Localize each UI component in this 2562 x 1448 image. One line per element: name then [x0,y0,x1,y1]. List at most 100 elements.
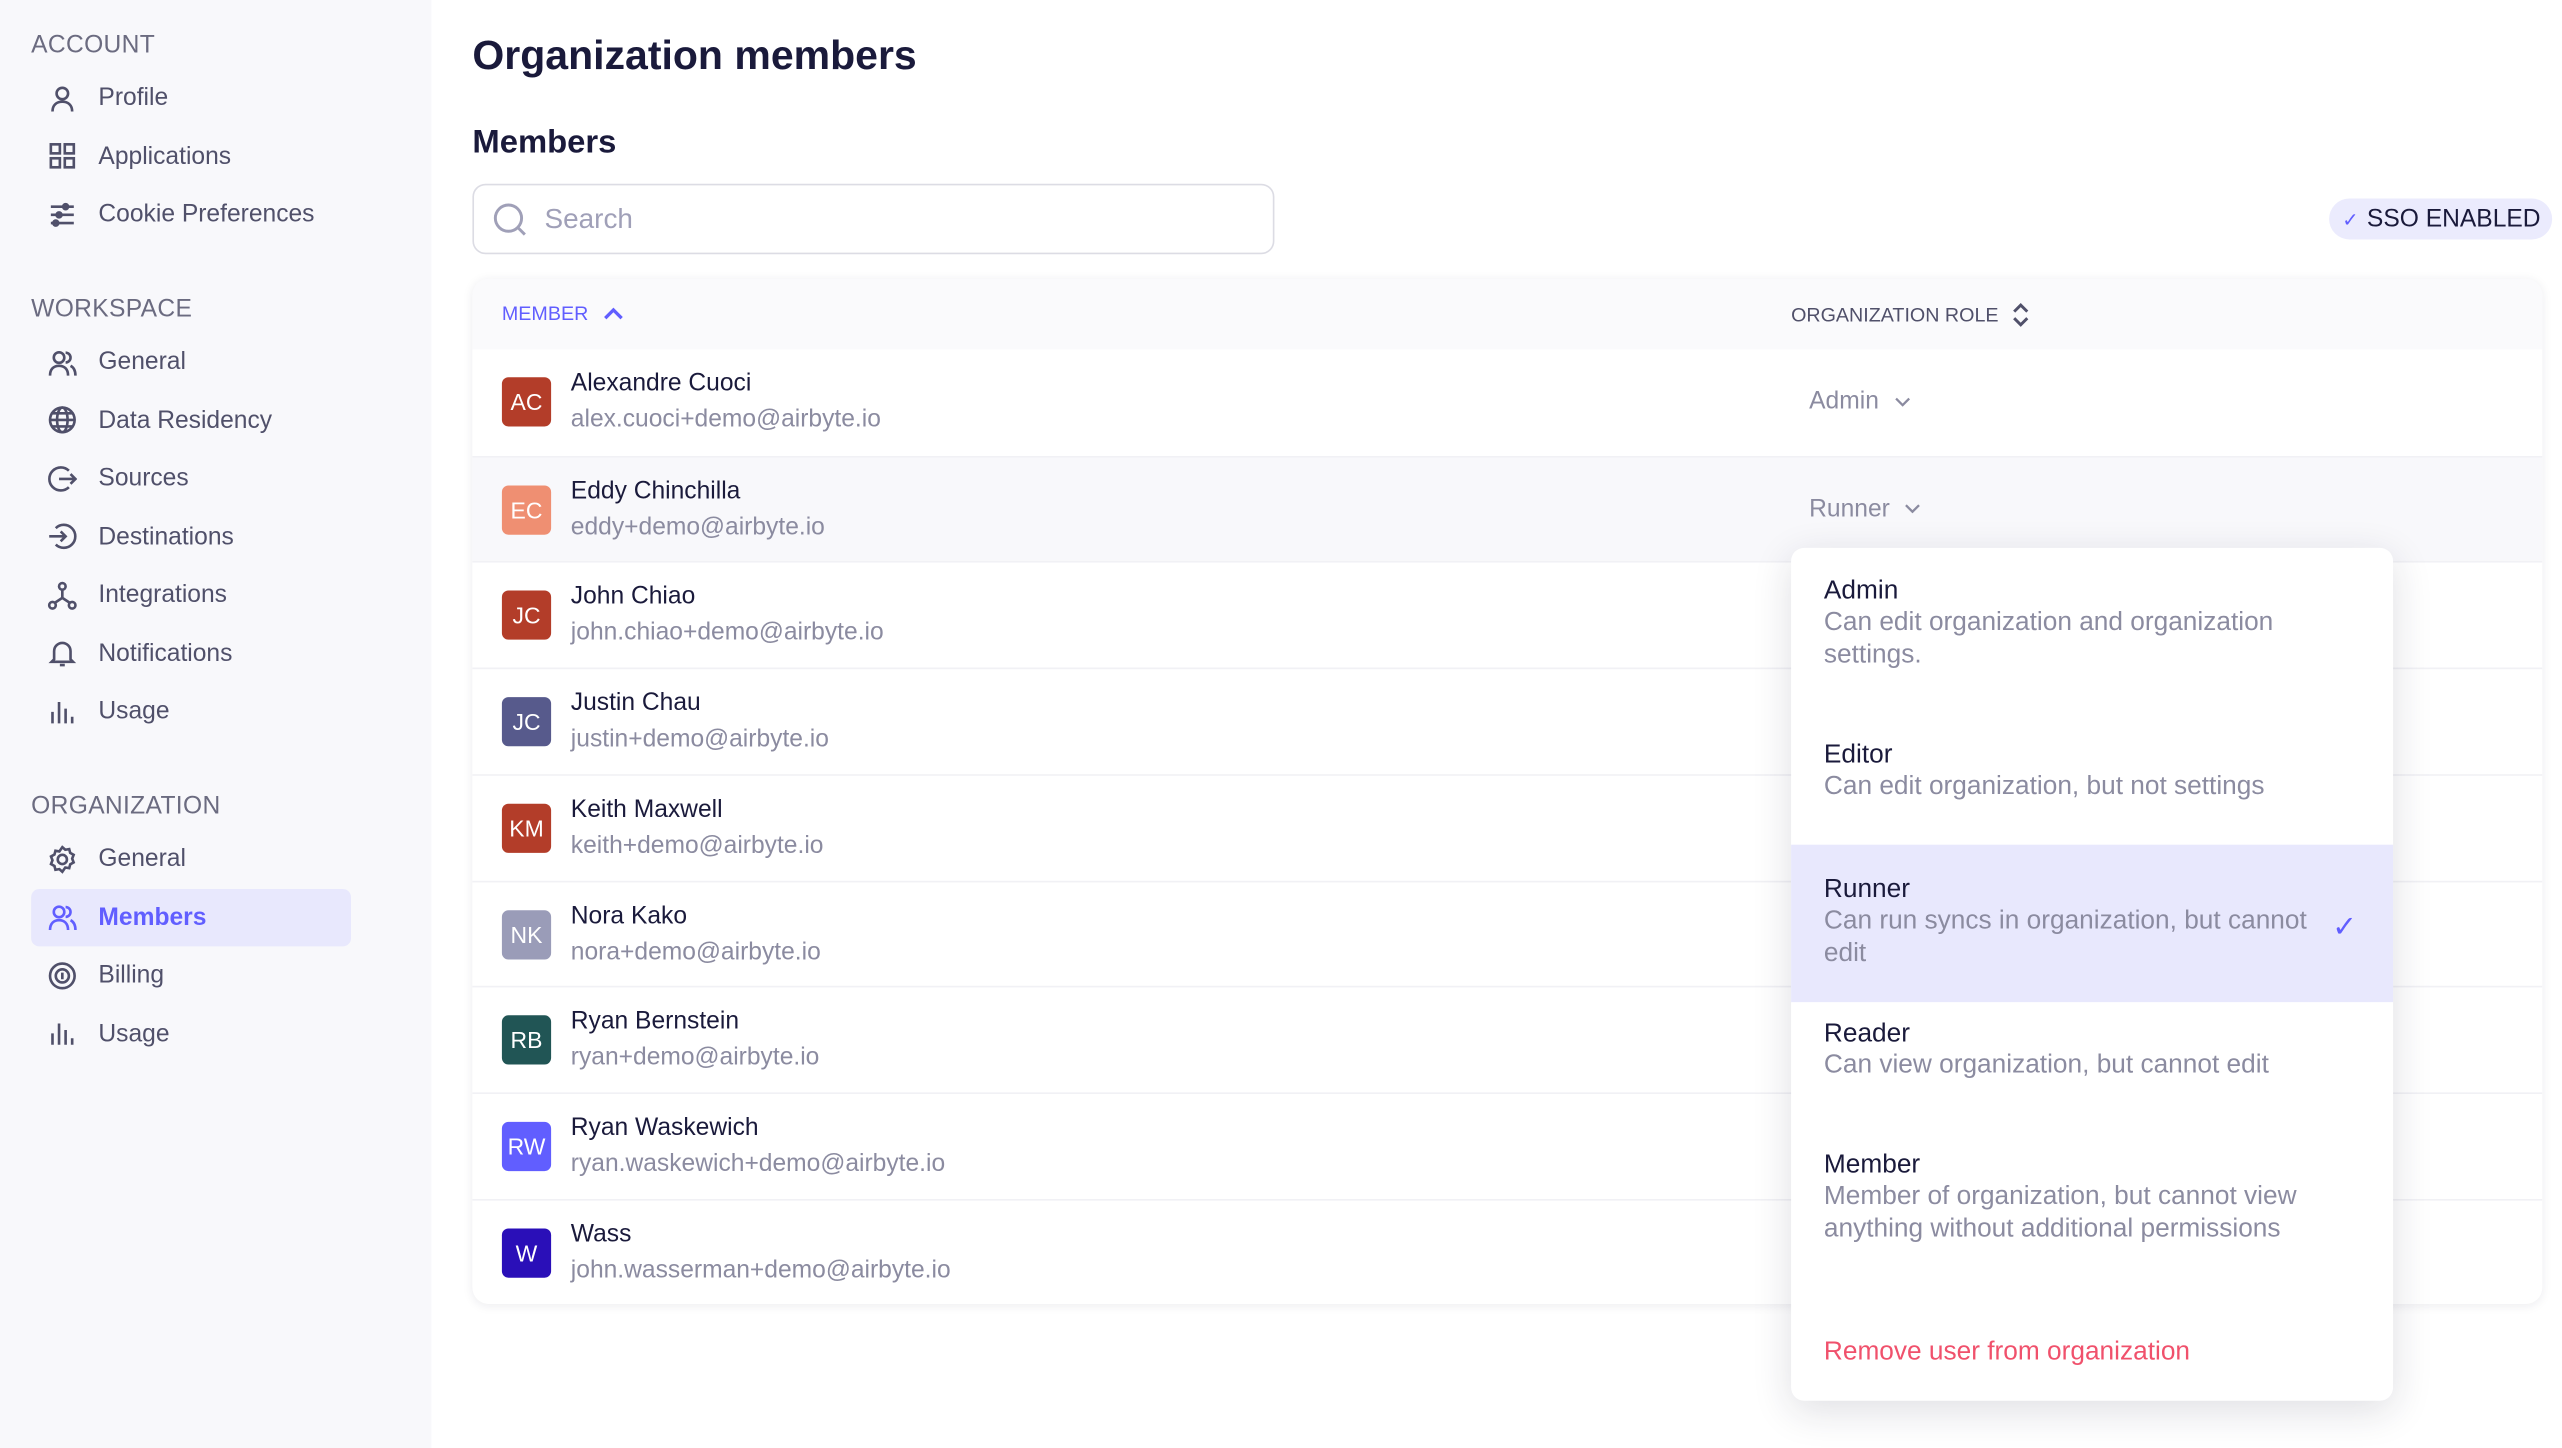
chevron-down-icon [1905,504,1921,514]
member-name: Keith Maxwell [570,795,723,824]
sidebar-section-workspace: WORKSPACE [31,295,193,324]
sidebar-item-account-applications[interactable]: Applications [31,127,351,184]
avatar: AC [501,377,552,427]
chevron-up-icon [603,307,623,320]
role-option-description: Can edit organization and organization s… [1823,608,2274,669]
sidebar-item-workspace-destinations[interactable]: Destinations [31,508,351,565]
sidebar-item-organization-general[interactable]: General [31,830,351,887]
role-option-editor[interactable]: Editor Can edit organization, but not set… [1791,741,2393,843]
sidebar-item-workspace-integrations[interactable]: Integrations [31,566,351,623]
table-row: EC Eddy Chinchilla eddy+demo@airbyte.io R… [472,455,2543,562]
sidebar-item-label: Members [98,902,207,931]
sidebar-item-label: Cookie Preferences [98,200,315,228]
sidebar-item-workspace-usage[interactable]: Usage [31,682,351,739]
bell-icon [48,638,78,668]
avatar: NK [501,909,552,959]
member-name: Ryan Waskewich [570,1113,759,1142]
check-icon: ✓ [2342,207,2359,231]
sidebar-item-organization-billing[interactable]: Billing [31,946,351,1003]
sidebar-item-label: General [98,347,186,376]
avatar: JC [501,591,552,641]
role-value: Runner [1809,494,1890,523]
sidebar-item-organization-usage[interactable]: Usage [31,1005,351,1062]
member-email: john.wasserman+demo@airbyte.io [570,1255,951,1284]
member-email: nora+demo@airbyte.io [570,937,821,966]
role-option-name: Member [1823,1151,1921,1180]
table-row: AC Alexandre Cuoci alex.cuoci+demo@airby… [472,349,2542,455]
bar-chart-icon [48,696,78,726]
sliders-icon [48,199,78,229]
role-option-name: Reader [1823,1020,1910,1049]
avatar: W [501,1227,552,1278]
users-icon [48,902,78,932]
sort-icon [2013,302,2030,327]
avatar: KM [501,803,552,853]
role-option-description: Member of organization, but cannot view … [1823,1182,2297,1243]
grid-icon [48,141,78,171]
sidebar: ACCOUNT Profile Applications Cookie Prefere… [0,0,432,1448]
user-icon [48,83,78,113]
sidebar-section-organization: ORGANIZATION [31,792,221,821]
sidebar-item-label: Billing [98,961,165,990]
member-email: john.chiao+demo@airbyte.io [570,618,884,647]
sidebar-item-label: General [98,844,186,873]
sort-by-role[interactable]: ORGANIZATION ROLE [1791,302,2030,328]
users-icon [48,347,78,377]
member-name: Eddy Chinchilla [570,476,741,505]
column-header-member: MEMBER [501,301,589,325]
role-option-description: Can edit organization, but not settings [1823,772,2265,801]
table-row: RW Ryan Waskewich ryan.waskewich+demo@ai… [472,1092,2543,1198]
role-dropdown-menu: Member Member of organization, but cannot… [1791,547,2394,1401]
sidebar-section-account: ACCOUNT [31,31,156,60]
member-email: justin+demo@airbyte.io [570,725,829,754]
sidebar-item-workspace-sources[interactable]: Sources [31,449,351,506]
member-name: John Chiao [570,582,696,611]
chevron-down-icon [1894,396,1910,406]
sidebar-item-organization-members[interactable]: Members [31,888,352,946]
checkmark-icon: ✓ [2332,910,2357,944]
member-name: Ryan Bernstein [570,1007,740,1036]
member-email: ryan+demo@airbyte.io [570,1043,820,1072]
search-input[interactable] [544,202,1201,236]
member-name: Justin Chau [570,689,701,717]
role-select[interactable]: Admin [1809,387,1910,415]
destination-icon [48,522,78,552]
member-email: alex.cuoci+demo@airbyte.io [570,405,881,434]
sidebar-item-account-profile[interactable]: Profile [31,69,351,126]
table-row: JC John Chiao john.chiao+demo@airbyte.io [472,561,2543,668]
sidebar-item-label: Destinations [98,522,234,551]
role-option-member[interactable]: Member Member of organization, but cannot… [1791,1151,2393,1299]
globe-icon [48,405,78,435]
table-row: KM Keith Maxwell keith+demo@airbyte.io [472,773,2543,880]
sort-by-member[interactable]: MEMBER [502,302,623,325]
role-option-runner[interactable]: Runner Can run syncs in organization, but… [1791,844,2394,1003]
role-option-reader[interactable]: Reader Can view organization, but cannot … [1791,1020,2393,1135]
sidebar-item-label: Integrations [98,580,227,609]
search-field[interactable] [472,183,1275,255]
member-email: ryan.waskewich+demo@airbyte.io [570,1149,946,1178]
member-name: Nora Kako [570,901,688,930]
role-option-name: Admin [1823,577,1899,606]
member-name: Wass [570,1219,632,1248]
sidebar-item-label: Usage [98,697,170,725]
page-title: Organization members [472,32,917,79]
sidebar-item-workspace-general[interactable]: General [31,333,351,390]
gear-icon [48,844,78,874]
table-row: NK Nora Kako nora+demo@airbyte.io [472,879,2543,986]
sidebar-item-workspace-data-residency[interactable]: Data Residency [31,391,351,448]
member-email: keith+demo@airbyte.io [570,831,824,860]
table-header: MEMBER ORGANIZATION ROLE [472,278,2543,350]
sidebar-item-label: Applications [98,141,232,170]
integrations-icon [47,580,78,610]
sidebar-item-label: Profile [98,83,169,112]
remove-user-button[interactable]: Remove user from organization [1823,1338,2191,1367]
sidebar-item-workspace-notifications[interactable]: Notifications [31,624,351,681]
table-row: RB Ryan Bernstein ryan+demo@airbyte.io [472,986,2543,1092]
member-email: eddy+demo@airbyte.io [570,512,825,541]
avatar: JC [501,697,552,747]
role-option-name: Runner [1823,875,1910,904]
sidebar-item-account-cookie-preferences[interactable]: Cookie Preferences [31,185,351,242]
role-option-admin[interactable]: Admin Can edit organization and organizat… [1791,577,2393,733]
sidebar-item-label: Notifications [98,638,233,667]
role-select[interactable]: Runner [1809,495,1921,523]
